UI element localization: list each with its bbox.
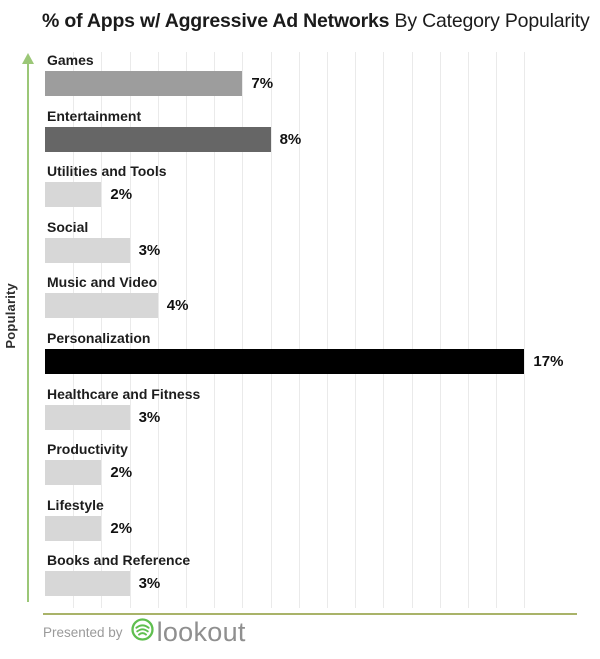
- value-label: 2%: [110, 519, 133, 537]
- bar-line: 4%: [45, 293, 189, 319]
- bar-line: 3%: [45, 404, 161, 430]
- bar: [45, 126, 271, 152]
- bar: [45, 515, 102, 541]
- bar-line: 2%: [45, 460, 133, 486]
- lookout-wordmark: lookout: [156, 616, 246, 647]
- chart-title-bold: % of Apps w/ Aggressive Ad Networks: [42, 10, 390, 32]
- value-label: 2%: [110, 186, 133, 204]
- bar: [45, 571, 130, 597]
- category-label: Books and Reference: [47, 552, 191, 569]
- y-axis-line: [27, 64, 29, 602]
- gridline: [439, 52, 441, 608]
- bar-line: 3%: [45, 237, 161, 263]
- gridline: [327, 52, 328, 608]
- value-label: 3%: [138, 575, 161, 593]
- lookout-shield-icon: [130, 618, 154, 646]
- category-label: Entertainment: [47, 107, 142, 124]
- value-label: 3%: [138, 408, 161, 426]
- chart-title: % of Apps w/ Aggressive Ad Networks By C…: [42, 10, 590, 33]
- gridline: [214, 52, 216, 608]
- presented-by-text: Presented by: [43, 624, 123, 640]
- value-label: 7%: [251, 75, 274, 92]
- bar-line: 3%: [45, 571, 161, 597]
- category-label: Productivity: [47, 441, 128, 458]
- y-axis-label: Popularity: [3, 283, 18, 349]
- bar-line: 8%: [45, 126, 302, 152]
- gridline: [411, 52, 413, 608]
- gridline: [468, 52, 469, 608]
- bar: [45, 293, 158, 319]
- gridline: [524, 52, 526, 608]
- gridline: [186, 52, 187, 608]
- value-label: 2%: [110, 464, 133, 482]
- chart-title-subtitle: By Category Popularity: [394, 10, 590, 32]
- gridline: [355, 52, 357, 608]
- gridline: [129, 52, 131, 608]
- value-label: 17%: [533, 353, 564, 370]
- bar-line: 7%: [45, 71, 273, 96]
- y-axis-arrowhead-icon: [22, 53, 34, 64]
- gridline: [496, 52, 498, 608]
- gridline: [298, 52, 300, 608]
- category-label: Lifestyle: [47, 496, 104, 513]
- footer: Presented by lookout: [43, 618, 246, 646]
- footer-divider: [43, 613, 577, 615]
- category-label: Personalization: [47, 330, 151, 346]
- bar-line: 2%: [45, 182, 133, 208]
- value-label: 3%: [138, 241, 161, 259]
- bar: [45, 71, 243, 96]
- gridline: [157, 52, 159, 608]
- bar: [45, 182, 102, 208]
- category-label: Healthcare and Fitness: [47, 385, 201, 402]
- bar-line: 2%: [45, 515, 133, 541]
- bar: [45, 404, 130, 430]
- gridline: [73, 52, 75, 608]
- gridline: [242, 52, 244, 608]
- category-label: Social: [47, 218, 89, 235]
- bar: [45, 349, 525, 374]
- gridline: [270, 52, 272, 608]
- value-label: 4%: [166, 297, 189, 315]
- bar-line: 17%: [45, 349, 563, 374]
- value-label: 8%: [279, 130, 302, 148]
- category-label: Music and Video: [47, 274, 158, 291]
- bar: [45, 460, 102, 486]
- category-label: Games: [47, 52, 94, 68]
- category-label: Utilities and Tools: [47, 163, 167, 180]
- gridline: [383, 52, 385, 608]
- bar: [45, 237, 130, 263]
- gridline: [101, 52, 103, 608]
